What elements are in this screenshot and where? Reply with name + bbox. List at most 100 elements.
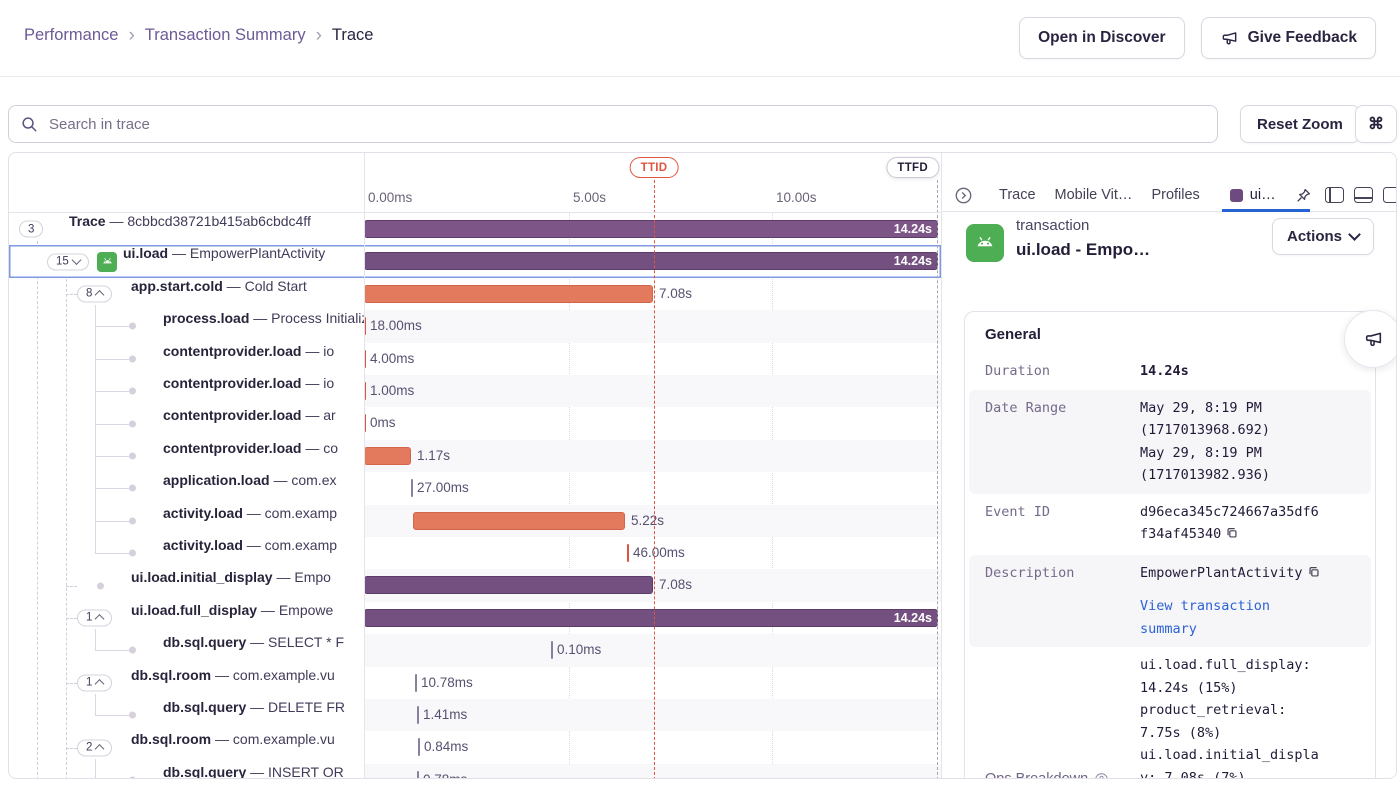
trace-tree-row[interactable]: db.sql.query — SELECT * F 0.10ms [9, 634, 941, 667]
trace-tree-row[interactable]: db.sql.query — INSERT OR 0.78ms [9, 763, 941, 779]
span-bar[interactable] [364, 576, 653, 595]
breadcrumb-separator: › [128, 24, 135, 46]
android-icon [97, 251, 117, 272]
trace-tree-row[interactable]: 2 db.sql.room — com.example.vu 0.84ms [9, 731, 941, 763]
span-duration-label: 5.22s [631, 512, 665, 528]
span-label: application.load — com.ex [163, 472, 337, 489]
breadcrumb-item[interactable]: Transaction Summary [144, 26, 306, 44]
span-timeline-cell[interactable]: 14.24s [364, 213, 941, 245]
span-timeline-cell[interactable]: 0ms [364, 407, 941, 439]
span-description: ar [323, 407, 336, 424]
span-bar[interactable] [364, 284, 653, 303]
span-timeline-cell[interactable]: 10.78ms [364, 667, 941, 699]
span-children-count-pill[interactable]: 1 [77, 674, 113, 692]
span-dot-marker [129, 646, 136, 654]
trace-tree-row[interactable]: 8 app.start.cold — Cold Start 7.08s [9, 278, 941, 310]
tab-trace[interactable]: Trace [999, 187, 1036, 203]
span-label: db.sql.query — INSERT OR [163, 763, 344, 779]
date-range-line: May 29, 8:19 PM [1140, 399, 1262, 416]
span-timeline-cell[interactable]: 0.10ms [364, 634, 941, 667]
search-bar[interactable] [8, 105, 1218, 143]
trace-tree-row[interactable]: contentprovider.load — ar 0ms [9, 407, 941, 439]
span-children-count-pill[interactable]: 3 [19, 220, 44, 238]
span-children-count-pill[interactable]: 2 [77, 739, 113, 757]
span-bar[interactable] [413, 511, 625, 530]
trace-tree-row[interactable]: activity.load — com.examp 46.00ms [9, 537, 941, 569]
ttfd-badge[interactable]: TTFD [886, 157, 939, 178]
span-bar[interactable] [364, 446, 411, 465]
copy-icon[interactable] [1307, 564, 1321, 587]
span-label: contentprovider.load — io [163, 375, 335, 391]
span-tree-cell: application.load — com.ex [9, 472, 364, 504]
trace-tree-row[interactable]: db.sql.query — DELETE FR 1.41ms [9, 699, 941, 732]
ttfd-marker-line [937, 180, 938, 778]
span-op: process.load [163, 310, 250, 327]
span-dot-marker [129, 484, 136, 492]
search-input[interactable] [47, 114, 1205, 134]
span-label: db.sql.query — SELECT * F [163, 634, 345, 651]
give-feedback-button[interactable]: Give Feedback [1200, 17, 1376, 59]
span-timeline-cell[interactable]: 7.08s [364, 569, 941, 602]
span-timeline-cell[interactable]: 46.00ms [364, 537, 941, 569]
span-timeline-cell[interactable]: 0.78ms [364, 763, 941, 778]
copy-icon[interactable] [1225, 525, 1239, 548]
span-description: EmpowerPlantActivity [189, 245, 326, 262]
open-in-discover-button[interactable]: Open in Discover [1019, 17, 1185, 59]
span-children-count-pill[interactable]: 8 [77, 285, 113, 303]
trace-tree-row[interactable]: process.load — Process Initialization 18.… [9, 310, 941, 343]
span-timeline-cell[interactable]: 18.00ms [364, 310, 941, 343]
trace-tree-row[interactable]: 15 ui.load — EmpowerPlantActivity 14.24s [9, 245, 941, 278]
trace-tree-row[interactable]: ui.load.initial_display — Empo 7.08s [9, 569, 941, 602]
tab-profiles[interactable]: Profiles [1151, 187, 1200, 203]
span-timeline-cell[interactable]: 1.41ms [364, 699, 941, 732]
span-timeline-cell[interactable]: 14.24s [364, 245, 941, 277]
span-children-count-pill[interactable]: 15 [47, 253, 89, 271]
span-bar[interactable]: 14.24s [364, 252, 938, 271]
shortcuts-button[interactable]: ⌘ [1355, 105, 1397, 143]
expand-panel-icon[interactable] [954, 186, 973, 205]
pin-icon[interactable] [1295, 187, 1312, 204]
question-circle-icon[interactable] [1094, 772, 1109, 778]
tab-mobile-vit[interactable]: Mobile Vit… [1054, 187, 1133, 203]
span-timeline-cell[interactable]: 7.08s [364, 278, 941, 310]
span-timeline-cell[interactable]: 27.00ms [364, 472, 941, 504]
actions-button[interactable]: Actions [1271, 218, 1374, 255]
tree-connector-line [95, 391, 129, 393]
span-timeline-cell[interactable]: 1.17s [364, 439, 941, 473]
trace-tree-row[interactable]: application.load — com.ex 27.00ms [9, 472, 941, 504]
trace-tree-row[interactable]: 1 ui.load.full_display — Empowe 14.24s [9, 602, 941, 634]
span-timeline-cell[interactable]: 4.00ms [364, 343, 941, 375]
layout-right-panel-icon[interactable] [1382, 187, 1396, 203]
trace-tree-row[interactable]: activity.load — com.examp 5.22s [9, 504, 941, 537]
tree-timeline-divider[interactable] [364, 153, 365, 778]
feedback-fab-button[interactable] [1344, 310, 1396, 368]
span-tick [415, 673, 417, 692]
span-timeline-cell[interactable]: 1.00ms [364, 375, 941, 408]
view-transaction-summary-link[interactable]: View transaction summary [1140, 595, 1355, 640]
span-timeline-cell[interactable]: 0.84ms [364, 731, 941, 763]
span-tick [417, 770, 419, 778]
span-bar[interactable]: 14.24s [364, 608, 938, 627]
span-tree-cell: contentprovider.load — ar [9, 407, 364, 439]
reset-zoom-button[interactable]: Reset Zoom [1240, 105, 1360, 143]
span-timeline-cell[interactable]: 5.22s [364, 504, 941, 537]
event-id-row: Event ID d96eca345c724667a35df6 f34af453… [969, 494, 1371, 555]
trace-tree-row[interactable]: 1 db.sql.room — com.example.vu 10.78ms [9, 667, 941, 699]
ttid-badge[interactable]: TTID [629, 157, 679, 178]
span-op: db.sql.query [163, 763, 247, 779]
trace-tree-row[interactable]: contentprovider.load — io 1.00ms [9, 375, 941, 408]
span-tree-cell: db.sql.query — DELETE FR [9, 699, 364, 731]
layout-bottom-panel-icon[interactable] [1353, 187, 1373, 203]
breadcrumb-item[interactable]: Performance [24, 26, 119, 44]
span-timeline-cell[interactable]: 14.24s [364, 602, 941, 634]
tab-active-span[interactable]: ui… [1221, 179, 1310, 212]
span-op: activity.load [163, 537, 243, 553]
trace-tree-row[interactable]: 3 Trace — 8cbbcd38721b415ab6cbdc4ff 14.24s [9, 213, 941, 245]
span-bar[interactable]: 14.24s [364, 220, 938, 238]
trace-tree-row[interactable]: contentprovider.load — co 1.17s [9, 439, 941, 473]
description-value: EmpowerPlantActivity View transaction sum… [1140, 562, 1355, 641]
trace-tree-row[interactable]: contentprovider.load — io 4.00ms [9, 343, 941, 375]
span-children-count-pill[interactable]: 1 [77, 609, 113, 627]
layout-left-panel-icon[interactable] [1324, 187, 1344, 203]
span-tick [411, 479, 413, 498]
